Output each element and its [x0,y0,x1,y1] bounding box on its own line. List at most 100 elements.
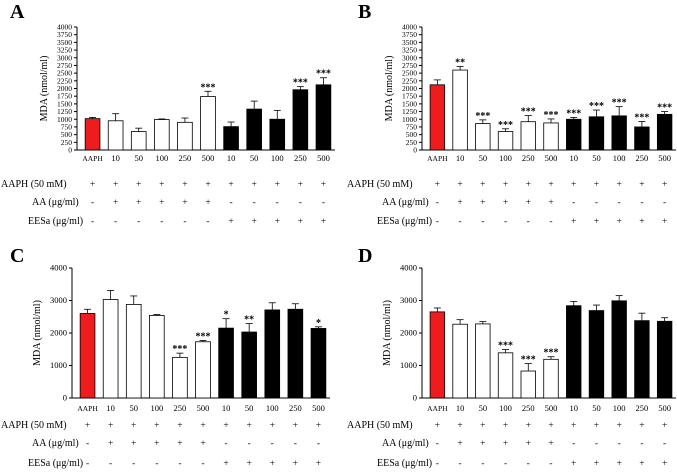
treatment-sign: + [200,421,205,431]
bar [452,323,468,399]
treatment-sign: + [548,439,553,449]
bar [611,115,627,151]
treatment-sign: + [298,217,303,227]
treatment-sign: + [136,180,141,190]
x-tick-label: 100 [150,403,163,413]
treatment-sign: + [205,180,210,190]
bar [200,96,216,151]
y-tick-label: 1000 [50,360,67,370]
treatment-sign: + [159,180,164,190]
treatment-sign: + [639,180,644,190]
treatment-sign: + [457,180,462,190]
treatment-sign: + [247,421,252,431]
y-tick-label: 0 [413,146,417,155]
x-tick-label: 250 [522,403,535,413]
treatment-sign: - [248,439,251,449]
treatment-sign: + [548,180,553,190]
treatment-sign: - [459,217,462,227]
x-tick-label: 250 [522,153,535,163]
panel-d: D 0 1000 2000 3000 4000 MDA (nmol/ml) AAPH + - - 10… [347,245,676,469]
treatment-sign: - [436,459,439,469]
treatment-sign: + [639,421,644,431]
bar [429,311,446,399]
bar [634,126,650,151]
y-tick-label: 2000 [50,328,67,338]
treatment-sign: + [457,439,462,449]
treatment-sign: + [503,439,508,449]
treatment-sign: - [572,198,575,208]
treatment-sign: + [594,421,599,431]
y-tick-label: 0 [68,146,72,155]
bar [588,310,605,399]
treatment-sign: + [457,198,462,208]
y-tick-label: 4000 [50,263,67,273]
significance-label: *** [172,344,187,355]
bar [634,320,650,399]
significance-label: *** [544,110,559,121]
y-tick-label: 3250 [402,46,417,55]
y-tick-label: 1500 [402,99,417,108]
significance-label: *** [589,101,604,112]
treatment-sign: + [136,198,141,208]
bar [656,320,673,399]
significance-label: *** [544,348,559,359]
treatment-sign: + [503,421,508,431]
bar [611,300,627,399]
treatment-sign: + [571,459,576,469]
treatment-sign: + [639,459,644,469]
y-tick-label: 2000 [57,84,72,93]
treatment-sign: + [548,421,553,431]
y-tick-label: 2750 [57,61,72,70]
treatment-sign: + [571,217,576,227]
x-tick-label: 50 [479,403,488,413]
significance-label: *** [521,107,536,118]
panel-letter: D [358,245,372,267]
y-tick-label: 3000 [400,295,417,305]
significance-label: *** [196,331,211,342]
treatment-row-label: AAPH (50 mM) [1,179,67,190]
x-tick-label: 250 [636,153,649,163]
y-tick-label: 750 [61,122,73,131]
treatment-sign: + [275,217,280,227]
treatment-sign: - [155,459,158,469]
bar [520,121,536,151]
bar [79,313,96,399]
y-tick-label: 3500 [402,38,417,47]
treatment-sign: - [132,459,135,469]
treatment-sign: - [481,459,484,469]
y-tick-label: 2000 [400,328,417,338]
treatment-sign: + [662,459,667,469]
bar [149,315,165,399]
treatment-sign: - [549,217,552,227]
bar [588,116,605,151]
treatment-sign: - [595,198,598,208]
bar [315,84,332,151]
treatment-sign: - [481,217,484,227]
x-tick-label: 100 [271,153,284,163]
y-tick-label: 4000 [402,23,417,32]
x-tick-label: 100 [266,403,279,413]
treatment-sign: + [252,217,257,227]
x-tick-label: 500 [202,153,215,163]
y-tick-label: 3000 [50,295,67,305]
panel-a: A025050075010001250150017502000225025002… [1,1,335,227]
bar [429,84,446,151]
treatment-sign: + [85,421,90,431]
significance-label: * [224,310,229,321]
bar [543,358,559,399]
treatment-row-label: EESa (μg/ml) [28,216,83,227]
significance-label: *** [657,103,672,114]
treatment-sign: + [223,459,228,469]
bar [566,305,582,399]
y-tick-label: 3750 [402,30,417,39]
treatment-sign: - [663,439,666,449]
x-tick-label: 250 [294,153,307,163]
y-tick-label: 4000 [57,23,72,32]
y-tick-label: 1500 [57,99,72,108]
treatment-sign: + [571,421,576,431]
x-tick-label: 50 [592,403,601,413]
x-tick-label: 50 [134,153,143,163]
treatment-sign: + [617,217,622,227]
treatment-row-label: AA (μg/ml) [32,197,79,208]
bar [452,69,468,151]
